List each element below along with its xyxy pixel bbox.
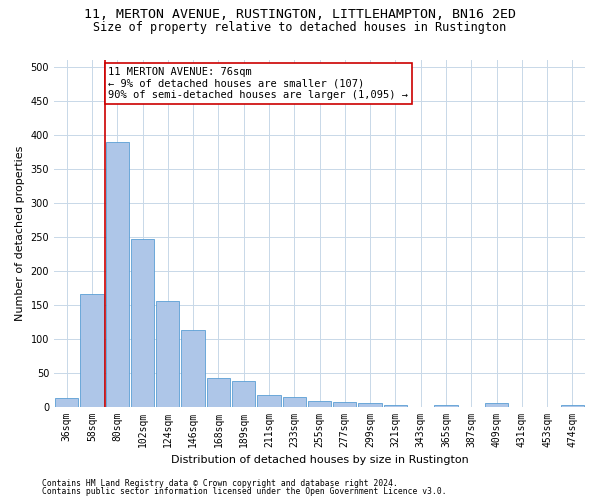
Bar	[232, 380, 256, 406]
Text: 11 MERTON AVENUE: 76sqm
← 9% of detached houses are smaller (107)
90% of semi-de: 11 MERTON AVENUE: 76sqm ← 9% of detached…	[109, 67, 409, 100]
Bar	[207, 378, 230, 406]
Bar	[358, 403, 382, 406]
Bar	[333, 402, 356, 406]
Bar	[384, 404, 407, 406]
Text: Contains public sector information licensed under the Open Government Licence v3: Contains public sector information licen…	[42, 487, 446, 496]
Bar	[561, 404, 584, 406]
Bar	[131, 238, 154, 406]
Text: Size of property relative to detached houses in Rustington: Size of property relative to detached ho…	[94, 21, 506, 34]
Text: 11, MERTON AVENUE, RUSTINGTON, LITTLEHAMPTON, BN16 2ED: 11, MERTON AVENUE, RUSTINGTON, LITTLEHAM…	[84, 8, 516, 20]
X-axis label: Distribution of detached houses by size in Rustington: Distribution of detached houses by size …	[170, 455, 469, 465]
Bar	[156, 301, 179, 406]
Bar	[80, 294, 104, 406]
Bar	[55, 398, 79, 406]
Bar	[181, 330, 205, 406]
Bar	[308, 401, 331, 406]
Bar	[106, 142, 129, 406]
Bar	[434, 404, 458, 406]
Bar	[283, 397, 306, 406]
Text: Contains HM Land Registry data © Crown copyright and database right 2024.: Contains HM Land Registry data © Crown c…	[42, 478, 398, 488]
Bar	[485, 403, 508, 406]
Bar	[257, 395, 281, 406]
Y-axis label: Number of detached properties: Number of detached properties	[15, 146, 25, 321]
